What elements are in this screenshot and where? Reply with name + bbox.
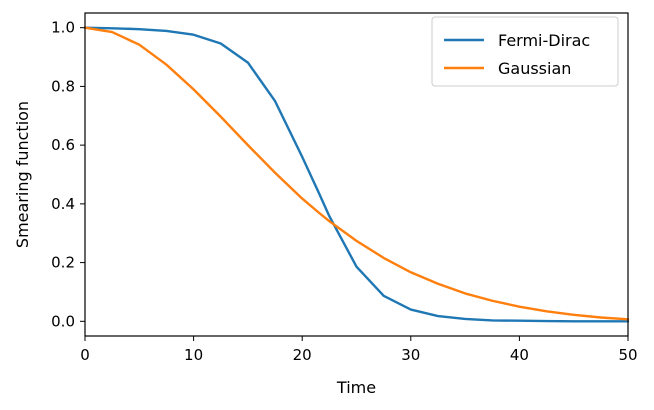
- x-tick-label: 50: [618, 346, 637, 364]
- y-tick-label: 0.0: [51, 312, 75, 330]
- y-tick-label: 0.6: [51, 136, 75, 154]
- series-line-fermi-dirac: [83, 26, 630, 323]
- x-tick-label: 30: [401, 346, 420, 364]
- y-axis: 0.0 0.2 0.4 0.6 0.8 1.0: [51, 19, 85, 330]
- legend: Fermi-Dirac Gaussian: [431, 16, 619, 87]
- x-tick-label: 0: [80, 346, 90, 364]
- plot-frame: [84, 12, 629, 337]
- y-tick-label: 0.8: [51, 77, 75, 95]
- y-axis-label: Smearing function: [13, 101, 32, 248]
- legend-label-fermi-dirac: Fermi-Dirac: [498, 31, 590, 50]
- y-tick-label: 0.4: [51, 195, 75, 213]
- x-axis: 0 10 20 30 40 50: [80, 336, 638, 364]
- x-axis-label: Time: [336, 378, 376, 397]
- x-tick-label: 10: [184, 346, 203, 364]
- x-tick-label: 40: [510, 346, 529, 364]
- series-layer: [83, 26, 630, 323]
- y-tick-label: 1.0: [51, 19, 75, 37]
- legend-label-gaussian: Gaussian: [498, 59, 571, 78]
- y-tick-label: 0.2: [51, 254, 75, 272]
- x-tick-label: 20: [293, 346, 312, 364]
- series-line-gaussian: [83, 26, 630, 321]
